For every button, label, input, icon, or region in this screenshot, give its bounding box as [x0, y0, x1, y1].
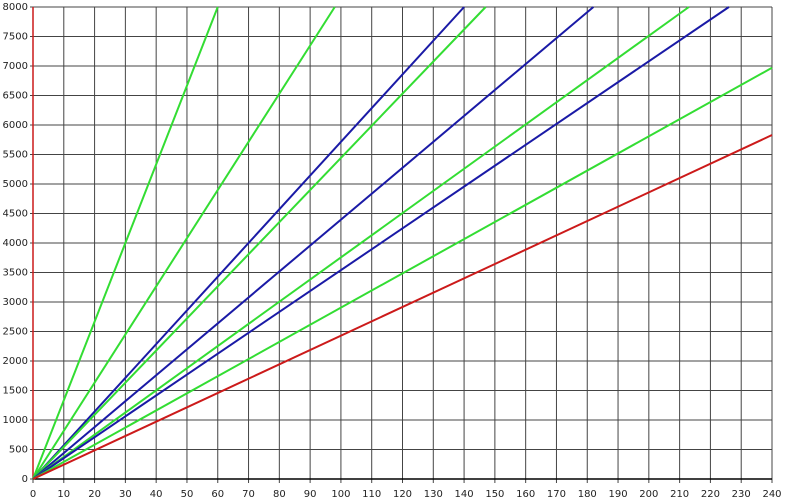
x-tick-label: 150	[485, 489, 504, 500]
y-tick-label: 5000	[3, 179, 28, 190]
y-tick-label: 4500	[3, 209, 28, 220]
x-tick-label: 70	[242, 489, 255, 500]
x-tick-label: 10	[57, 489, 70, 500]
y-tick-label: 1500	[3, 386, 28, 397]
series-line	[32, 66, 773, 480]
x-tick-label: 120	[393, 489, 412, 500]
x-tick-label: 90	[304, 489, 317, 500]
series-line	[32, 6, 595, 480]
x-tick-label: 180	[578, 489, 597, 500]
x-tick-label: 220	[701, 489, 720, 500]
series-line	[32, 134, 773, 480]
x-tick-label: 0	[30, 489, 36, 500]
y-tick-label: 6500	[3, 91, 28, 102]
x-tick-label: 20	[88, 489, 101, 500]
x-tick-label: 30	[119, 489, 132, 500]
x-tick-label: 140	[455, 489, 474, 500]
series-line	[32, 6, 690, 480]
y-tick-label: 4000	[3, 238, 28, 249]
y-tick-label: 7000	[3, 61, 28, 72]
y-tick-label: 3500	[3, 268, 28, 279]
x-tick-label: 100	[331, 489, 350, 500]
y-tick-label: 2500	[3, 327, 28, 338]
x-tick-label: 80	[273, 489, 286, 500]
y-tick-label: 3000	[3, 297, 28, 308]
x-tick-label: 60	[211, 489, 224, 500]
y-tick-label: 0	[22, 474, 28, 485]
x-tick-label: 240	[762, 489, 781, 500]
y-tick-label: 2000	[3, 356, 28, 367]
x-tick-label: 40	[150, 489, 163, 500]
series-line	[32, 6, 730, 480]
y-tick-label: 7500	[3, 32, 28, 43]
y-tick-label: 6000	[3, 120, 28, 131]
series-line	[32, 6, 336, 480]
y-tick-label: 1000	[3, 415, 28, 426]
series-line	[32, 6, 487, 480]
x-tick-label: 130	[424, 489, 443, 500]
series-line	[32, 6, 465, 480]
x-tick-label: 210	[670, 489, 689, 500]
series-line	[32, 6, 219, 480]
y-tick-label: 5500	[3, 150, 28, 161]
x-tick-label: 200	[639, 489, 658, 500]
x-tick-label: 50	[181, 489, 194, 500]
x-tick-label: 230	[732, 489, 751, 500]
x-tick-label: 190	[608, 489, 627, 500]
x-tick-label: 170	[547, 489, 566, 500]
x-tick-label: 110	[362, 489, 381, 500]
y-tick-label: 500	[9, 445, 28, 456]
y-tick-label: 8000	[3, 2, 28, 13]
x-tick-label: 160	[516, 489, 535, 500]
